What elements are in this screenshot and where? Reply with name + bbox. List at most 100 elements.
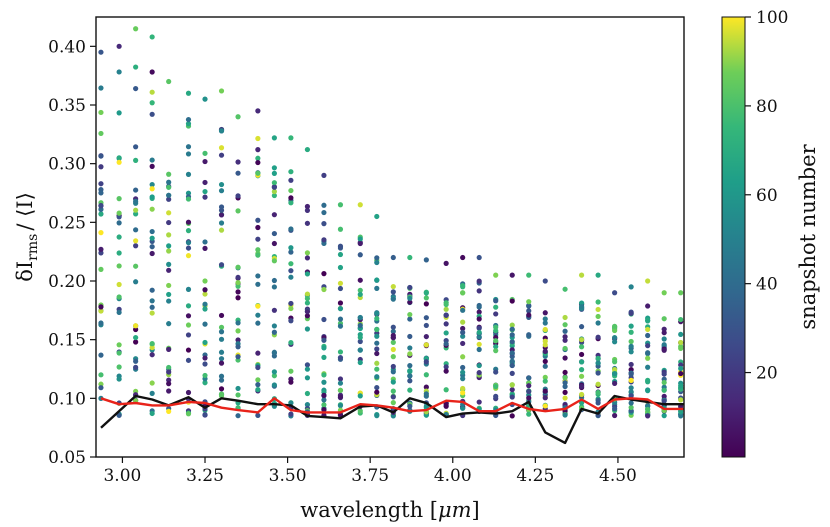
scatter-point [149,111,155,117]
scatter-point [271,240,277,247]
scatter-point [271,230,277,237]
scatter-point [133,157,139,163]
scatter-point [612,380,618,387]
scatter-point [509,350,515,356]
scatter-point [235,337,241,343]
scatter-point [595,400,601,406]
scatter-point [116,159,122,165]
scatter-point [202,306,208,312]
scatter-point [578,359,585,365]
scatter-point [202,194,208,200]
scatter-point [493,298,499,304]
scatter-point [460,364,466,371]
scatter-point [116,250,122,256]
scatter-point [612,339,618,345]
scatter-point [149,69,155,75]
scatter-point [185,144,192,150]
scatter-point [493,272,499,278]
scatter-point [321,392,327,398]
scatter-point [595,299,601,305]
scatter-point [255,252,261,258]
scatter-point [661,387,667,393]
scatter-point [407,295,413,301]
scatter-point [133,64,139,70]
scatter-point [337,280,344,286]
scatter-point [374,333,380,339]
scatter-point [255,350,261,356]
scatter-point [357,202,363,208]
scatter-point [255,224,261,231]
scatter-point [357,393,363,399]
scatter-point [202,96,208,102]
scatter-point [202,361,208,367]
scatter-point [271,369,277,375]
colorbar-tick-label: 100 [756,8,788,28]
scatter-point [98,85,104,91]
scatter-point [493,369,499,375]
scatter-point [526,312,532,318]
scatter-point [578,272,585,278]
scatter-point [116,220,122,226]
scatter-point [460,376,466,382]
scatter-point [149,304,155,310]
scatter-point [166,196,172,202]
scatter-point [149,235,155,241]
scatter-point [98,190,104,196]
scatter-point [255,147,261,153]
scatter-point [116,350,122,356]
scatter-point [661,413,667,419]
scatter-point [166,364,172,371]
scatter-point [443,368,449,374]
scatter-point [390,363,396,370]
y-axis-label: δIrms/ ⟨I⟩ [13,192,41,282]
scatter-point [542,338,548,344]
scatter-point [374,346,380,352]
scatter-point [218,220,225,226]
scatter-point [166,291,172,298]
scatter-point [612,327,618,334]
scatter-point [407,254,413,261]
scatter-point [321,345,327,351]
y-tick-label: 0.25 [48,213,86,233]
scatter-point [628,385,634,391]
scatter-point [149,206,155,212]
scatter-point [98,352,104,358]
scatter-point [407,333,413,340]
x-tick-label: 3.50 [269,466,307,486]
scatter-point [374,285,380,291]
scatter-point [337,387,344,393]
scatter-point [460,319,466,325]
scatter-point [202,301,208,307]
scatter-point [460,340,466,347]
scatter-point [321,271,327,277]
scatter-point [304,375,311,381]
scatter-point [218,152,225,158]
scatter-point [542,363,548,369]
colorbar-tick-label: 20 [756,364,778,384]
y-tick-label: 0.20 [48,272,86,292]
scatter-point [678,316,684,323]
scatter-point [595,381,601,387]
scatter-point [321,372,327,378]
x-axis-ticks: 3.00 3.25 3.50 3.75 4.00 4.25 4.50 [103,457,637,486]
scatter-point [493,304,499,310]
scatter-point [337,202,344,208]
scatter-point [235,413,241,419]
scatter-point [255,412,261,419]
scatter-point [166,377,172,383]
scatter-point [460,290,466,296]
scatter-point [595,272,601,278]
scatter-point [304,402,311,408]
scatter-point [304,309,311,315]
scatter-point [374,259,380,266]
scatter-point [218,227,225,233]
scatter-point [98,320,104,326]
scatter-point [476,278,482,284]
scatter-point [390,283,396,290]
scatter-point [661,336,667,342]
scatter-point [357,252,363,258]
scatter-point [337,403,344,409]
scatter-point [526,332,532,338]
scatter-point [509,272,515,278]
scatter-point [116,234,122,240]
